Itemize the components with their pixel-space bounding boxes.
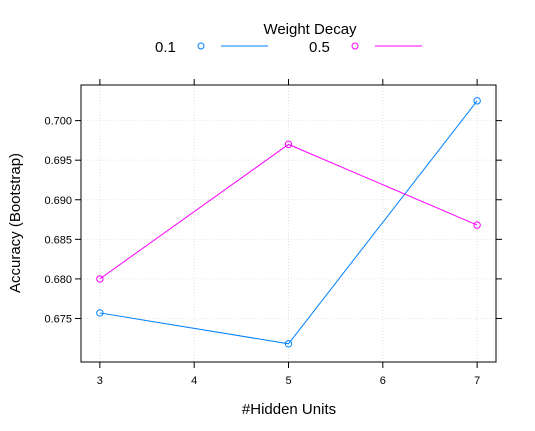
x-axis-title: #Hidden Units (242, 401, 336, 418)
grid (81, 85, 496, 362)
data-point-0.1 (284, 340, 293, 348)
legend-marker-0.1 (197, 42, 205, 50)
x-tick-label: 3 (97, 375, 103, 387)
y-tick-label: 0.680 (44, 274, 72, 286)
legend-label-0.1: 0.1 (155, 39, 176, 56)
series-layer (96, 97, 481, 348)
series-line-0.1 (99, 100, 478, 345)
legend-title: Weight Decay (263, 21, 357, 38)
plot-panel: 3 4 5 6 7 0.675 0.680 0.685 0.690 0.695 0.700 (44, 79, 502, 387)
series-line-0.5 (99, 143, 478, 280)
y-tick-label: 0.690 (44, 195, 72, 207)
y-tick-label: 0.695 (44, 155, 72, 167)
legend-label-0.5: 0.5 (309, 39, 330, 56)
data-point-0.1 (473, 97, 481, 105)
x-tick-label: 7 (474, 375, 480, 387)
y-tick-label: 0.700 (44, 116, 72, 128)
data-point-0.5 (473, 221, 481, 229)
legend: Weight Decay 0.1 0.5 (155, 21, 422, 56)
data-point-0.5 (284, 140, 293, 149)
y-tick-label: 0.685 (44, 234, 72, 246)
y-axis-title: Accuracy (Bootstrap) (7, 153, 24, 293)
data-point-0.5 (96, 275, 104, 283)
data-point-0.1 (96, 309, 104, 317)
x-tick-label: 6 (380, 375, 386, 387)
y-tick-label: 0.675 (44, 313, 72, 325)
legend-marker-0.5 (351, 42, 359, 50)
x-tick-label: 5 (285, 375, 291, 387)
x-tick-label: 4 (191, 375, 197, 387)
